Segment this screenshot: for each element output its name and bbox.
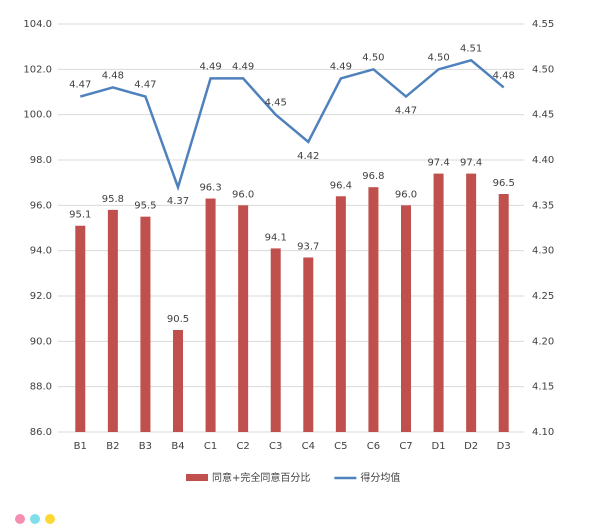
bar-value-label: 93.7 [297, 241, 319, 252]
x-tick-label: D3 [497, 441, 511, 452]
legend-swatch [186, 474, 208, 481]
line-value-label: 4.49 [330, 61, 352, 72]
x-tick-label: B1 [74, 441, 87, 452]
line-value-label: 4.50 [362, 52, 384, 63]
x-tick-label: B4 [171, 441, 184, 452]
bar [401, 205, 411, 432]
bar [238, 205, 249, 432]
y2-tick-label: 4.45 [532, 110, 554, 121]
bar [335, 196, 346, 432]
bar-value-label: 96.4 [330, 180, 352, 191]
bar-value-label: 95.1 [69, 210, 91, 221]
decor-dot [15, 514, 25, 524]
bar [303, 257, 314, 432]
bar [205, 198, 216, 432]
line-value-label: 4.47 [69, 80, 91, 91]
x-tick-label: C5 [334, 441, 347, 452]
bar [368, 187, 379, 432]
line-value-label: 4.45 [265, 98, 287, 109]
bar [466, 173, 477, 432]
y-tick-label: 90.0 [30, 336, 52, 347]
y2-tick-label: 4.25 [532, 291, 554, 302]
bar-value-label: 95.8 [102, 194, 124, 205]
y2-tick-label: 4.35 [532, 200, 554, 211]
bar [75, 225, 86, 432]
line-value-label: 4.48 [493, 70, 515, 81]
y2-tick-label: 4.20 [532, 336, 554, 347]
y2-tick-label: 4.10 [532, 427, 554, 438]
y-tick-label: 94.0 [30, 246, 52, 257]
x-tick-label: C2 [236, 441, 249, 452]
line-value-label: 4.48 [102, 70, 124, 81]
x-tick-label: B2 [106, 441, 119, 452]
bar [433, 173, 444, 432]
line-value-label: 4.37 [167, 196, 189, 207]
x-tick-label: D2 [464, 441, 478, 452]
bar [270, 248, 281, 432]
decor-dot [30, 514, 40, 524]
bar [498, 194, 509, 432]
x-tick-label: B3 [139, 441, 152, 452]
bar-value-label: 96.3 [199, 183, 221, 194]
y-tick-label: 98.0 [30, 155, 52, 166]
line-value-label: 4.51 [460, 43, 482, 54]
bar-value-label: 90.5 [167, 314, 189, 325]
line-value-label: 4.49 [199, 61, 221, 72]
decor-dot [45, 514, 55, 524]
bar-value-label: 97.4 [460, 158, 482, 169]
bar [173, 330, 183, 432]
bar-value-label: 95.5 [134, 201, 156, 212]
x-tick-label: C3 [269, 441, 282, 452]
y-tick-label: 100.0 [23, 110, 52, 121]
y-tick-label: 102.0 [23, 64, 52, 75]
y-tick-label: 88.0 [30, 382, 52, 393]
bar-value-label: 96.5 [493, 178, 515, 189]
legend-label: 同意+完全同意百分比 [212, 471, 310, 484]
line-value-label: 4.47 [134, 80, 156, 91]
bar-value-label: 96.0 [232, 189, 254, 200]
line-value-label: 4.47 [395, 106, 417, 117]
line-value-label: 4.42 [297, 151, 319, 162]
y2-tick-label: 4.40 [532, 155, 554, 166]
y-tick-label: 96.0 [30, 200, 52, 211]
x-tick-label: C1 [204, 441, 217, 452]
line-value-label: 4.49 [232, 61, 254, 72]
legend-label: 得分均值 [360, 471, 400, 484]
x-tick-label: C7 [399, 441, 412, 452]
bar-value-label: 94.1 [265, 232, 287, 243]
bar-value-label: 96.8 [362, 171, 384, 182]
bar-value-label: 97.4 [427, 158, 449, 169]
bar-value-label: 96.0 [395, 189, 417, 200]
y-tick-label: 92.0 [30, 291, 52, 302]
line-series [79, 58, 505, 192]
y2-tick-label: 4.50 [532, 64, 554, 75]
bar [140, 216, 151, 432]
y2-tick-label: 4.55 [532, 19, 554, 30]
x-tick-label: D1 [432, 441, 446, 452]
line-value-label: 4.50 [427, 52, 449, 63]
x-tick-label: C6 [367, 441, 380, 452]
bar [107, 209, 118, 432]
x-tick-label: C4 [302, 441, 315, 452]
y-tick-label: 86.0 [30, 427, 52, 438]
y-tick-label: 104.0 [23, 19, 52, 30]
y2-tick-label: 4.15 [532, 382, 554, 393]
y2-tick-label: 4.30 [532, 246, 554, 257]
